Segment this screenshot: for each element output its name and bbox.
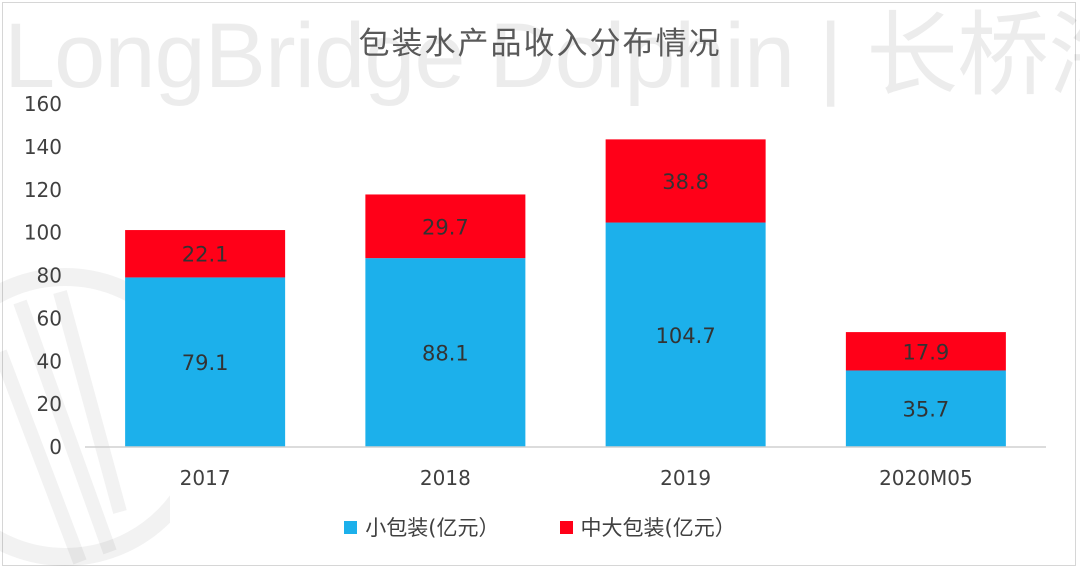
y-tick-label: 60 bbox=[37, 306, 62, 330]
bar-small-pack bbox=[365, 258, 526, 447]
legend-swatch-small-pack bbox=[344, 520, 358, 534]
bar-large-pack bbox=[125, 230, 286, 278]
y-tick-label: 120 bbox=[24, 178, 62, 202]
data-label: 104.7 bbox=[656, 324, 716, 348]
x-tick-label: 2019 bbox=[660, 466, 711, 490]
data-label: 35.7 bbox=[902, 398, 949, 422]
bar-small-pack bbox=[845, 370, 1006, 447]
bar-small-pack bbox=[605, 222, 766, 447]
bar-large-pack bbox=[845, 332, 1006, 371]
y-axis-ticks: 0 20 40 60 80 100 120 140 160 bbox=[24, 92, 62, 459]
bar-small-pack bbox=[125, 277, 286, 447]
y-tick-label: 140 bbox=[24, 135, 62, 159]
legend: 小包装(亿元） 中大包装(亿元） bbox=[0, 512, 1080, 542]
legend-swatch-large-pack bbox=[559, 520, 573, 534]
bar-large-pack bbox=[365, 194, 526, 259]
data-label: 88.1 bbox=[422, 342, 469, 366]
legend-item-large-pack: 中大包装(亿元） bbox=[559, 512, 736, 542]
y-tick-label: 20 bbox=[37, 392, 62, 416]
legend-item-small-pack: 小包装(亿元） bbox=[344, 512, 500, 542]
x-tick-label: 2017 bbox=[180, 466, 231, 490]
data-label: 38.8 bbox=[662, 170, 709, 194]
x-axis-ticks: 2017 2018 2019 2020M05 bbox=[180, 466, 973, 490]
y-tick-label: 0 bbox=[49, 435, 62, 459]
bars: 79.1 22.1 88.1 29.7 104.7 38.8 35.7 17.9 bbox=[125, 139, 1006, 447]
data-label: 79.1 bbox=[182, 351, 229, 375]
bar-large-pack bbox=[605, 139, 766, 223]
y-tick-label: 100 bbox=[24, 221, 62, 245]
legend-label-small-pack: 小包装(亿元） bbox=[365, 516, 500, 540]
chart-title: 包装水产品收入分布情况 bbox=[358, 26, 722, 62]
data-label: 22.1 bbox=[182, 243, 229, 267]
y-tick-label: 40 bbox=[37, 349, 62, 373]
data-label: 17.9 bbox=[902, 340, 949, 364]
data-label: 29.7 bbox=[422, 215, 469, 239]
x-tick-label: 2020M05 bbox=[879, 466, 973, 490]
y-tick-label: 160 bbox=[24, 92, 62, 116]
y-tick-label: 80 bbox=[37, 264, 62, 288]
x-tick-label: 2018 bbox=[420, 466, 471, 490]
legend-label-large-pack: 中大包装(亿元） bbox=[580, 516, 736, 540]
